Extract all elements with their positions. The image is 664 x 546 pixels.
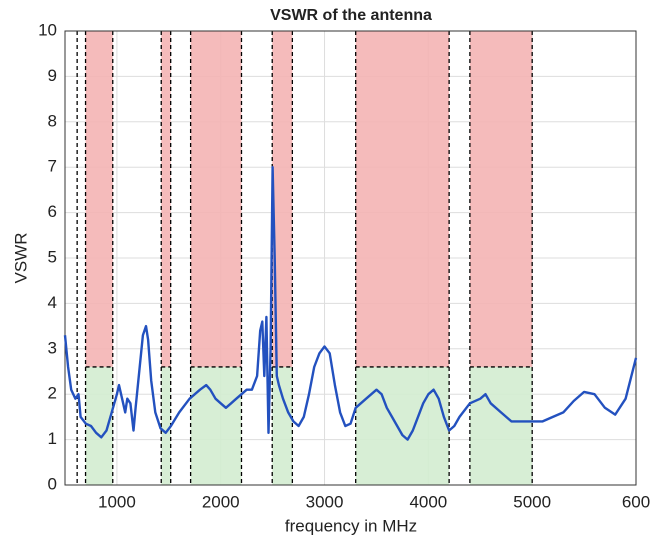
x-tick-label: 4000 — [409, 492, 447, 511]
x-tick-label: 600 — [622, 492, 650, 511]
x-tick-label: 2000 — [202, 492, 240, 511]
band-fail — [85, 31, 113, 367]
x-tick-label: 3000 — [306, 492, 344, 511]
band-pass — [190, 366, 242, 485]
y-tick-label: 5 — [48, 247, 57, 266]
y-tick-label: 8 — [48, 111, 57, 130]
y-tick-label: 4 — [48, 293, 57, 312]
band-pass — [161, 366, 171, 485]
y-tick-label: 10 — [38, 20, 57, 39]
band-fail — [161, 31, 171, 367]
band-fail — [469, 31, 533, 367]
vswr-line — [63, 166, 638, 441]
band-pass — [469, 366, 533, 485]
y-tick-label: 9 — [48, 66, 57, 85]
band-pass — [272, 366, 293, 485]
plot-frame — [64, 30, 637, 486]
band-fail — [355, 31, 450, 367]
chart-title: VSWR of the antenna — [270, 7, 432, 24]
y-tick-label: 0 — [48, 474, 57, 493]
band-fail — [272, 31, 293, 367]
y-tick-label: 7 — [48, 157, 57, 176]
band-pass — [355, 366, 450, 485]
x-tick-label: 1000 — [98, 492, 136, 511]
y-tick-label: 1 — [48, 429, 57, 448]
y-axis-label: VSWR — [11, 233, 30, 284]
band-fail — [190, 31, 242, 367]
y-tick-label: 3 — [48, 338, 57, 357]
x-tick-label: 5000 — [513, 492, 551, 511]
x-axis-label: frequency in MHz — [285, 516, 417, 535]
y-tick-label: 6 — [48, 202, 57, 221]
y-tick-label: 2 — [48, 384, 57, 403]
